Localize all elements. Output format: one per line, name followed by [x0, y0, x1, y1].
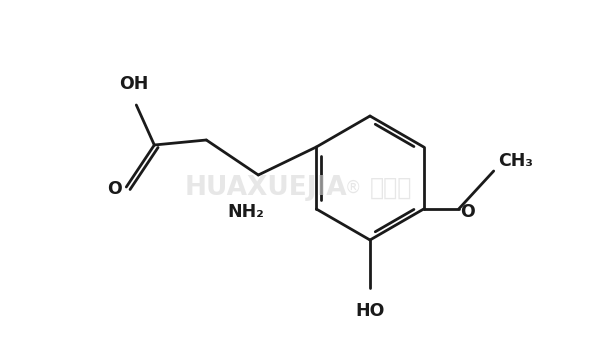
Text: OH: OH — [119, 75, 149, 93]
Text: 化学加: 化学加 — [370, 176, 412, 200]
Text: O: O — [107, 180, 122, 198]
Text: CH₃: CH₃ — [497, 152, 533, 170]
Text: O: O — [460, 203, 475, 221]
Text: ®: ® — [345, 179, 361, 197]
Text: NH₂: NH₂ — [228, 203, 265, 221]
Text: HUAXUEJIA: HUAXUEJIA — [185, 175, 347, 201]
Text: HO: HO — [355, 302, 385, 320]
